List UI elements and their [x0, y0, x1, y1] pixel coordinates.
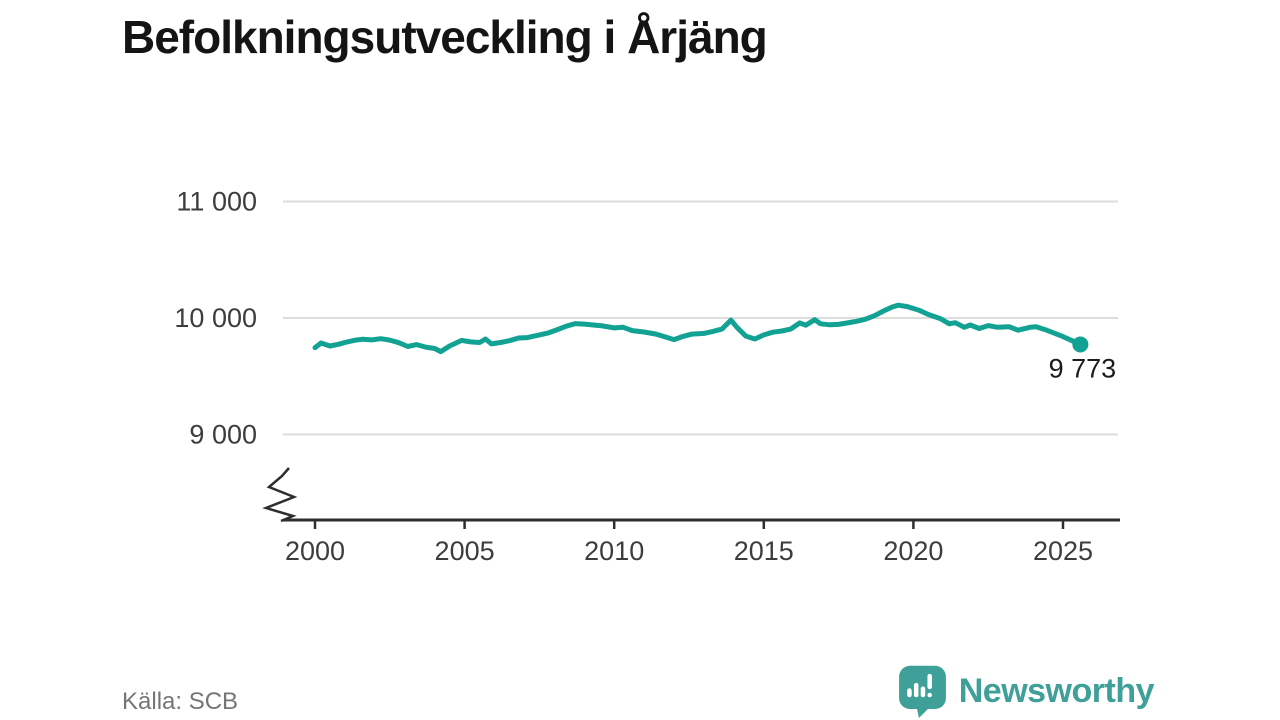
end-value-label: 9 773	[1049, 353, 1117, 383]
x-axis-tick-label: 2020	[883, 536, 943, 566]
x-axis-tick-label: 2005	[435, 536, 495, 566]
x-axis-tick-label: 2025	[1033, 536, 1093, 566]
x-axis-tick-label: 2000	[285, 536, 345, 566]
newsworthy-logo: Newsworthy	[896, 664, 1155, 718]
newsworthy-wordmark: Newsworthy	[958, 671, 1155, 710]
y-axis-tick-label: 11 000	[176, 187, 257, 217]
population-line	[312, 302, 1083, 355]
y-axis-tick-label: 9 000	[189, 420, 257, 450]
end-point-dot	[1072, 336, 1089, 353]
newsworthy-chart-bubble-icon	[898, 665, 946, 718]
x-axis-tick-label: 2010	[584, 536, 644, 566]
chart-title: Befolkningsutveckling i Årjäng	[122, 11, 768, 63]
source-note: Källa: SCB	[122, 688, 239, 715]
axis-break-icon	[262, 467, 298, 523]
x-axis-tick-label: 2015	[734, 536, 794, 566]
y-axis-tick-label: 10 000	[174, 303, 257, 333]
